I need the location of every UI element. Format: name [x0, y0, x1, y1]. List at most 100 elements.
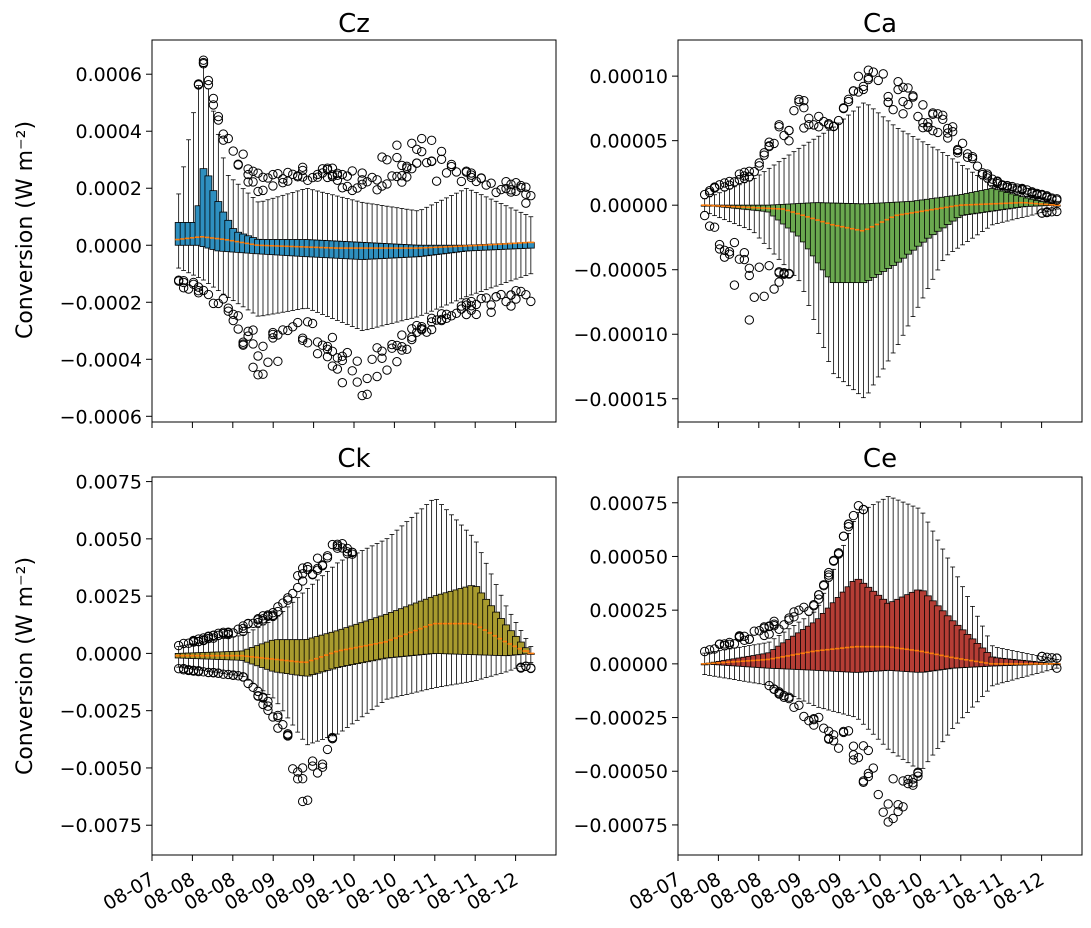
- box: [903, 83, 913, 327]
- panel-title: Ce: [863, 444, 897, 474]
- flier: [516, 180, 526, 191]
- flier: [744, 315, 755, 325]
- flier: [804, 119, 814, 130]
- box: [709, 182, 720, 232]
- flier: [947, 122, 958, 132]
- flier: [248, 339, 258, 349]
- flier: [327, 163, 338, 173]
- flier: [397, 171, 407, 181]
- flier: [258, 369, 268, 379]
- flier: [258, 611, 268, 621]
- box: [362, 177, 372, 400]
- box: [317, 560, 328, 772]
- box: [749, 167, 759, 302]
- flier: [431, 315, 442, 325]
- y-tick-label: 0.0050: [76, 529, 142, 551]
- box: [978, 625, 987, 697]
- box: [1042, 191, 1052, 218]
- flier: [848, 755, 859, 765]
- flier: [471, 309, 481, 320]
- y-tick-label: 0.00075: [589, 493, 668, 515]
- flier: [506, 187, 516, 197]
- flier: [972, 161, 983, 171]
- flier: [714, 244, 725, 254]
- flier: [774, 122, 784, 132]
- flier: [387, 343, 397, 353]
- box: [263, 173, 273, 367]
- flier: [332, 364, 343, 374]
- flier: [486, 307, 496, 317]
- axes-frame: [677, 39, 1083, 423]
- flier: [307, 756, 318, 766]
- flier: [516, 286, 526, 297]
- flier: [774, 120, 784, 130]
- flier: [426, 324, 437, 335]
- flier: [729, 280, 740, 290]
- flier: [883, 817, 893, 827]
- flier: [1037, 189, 1047, 200]
- flier: [749, 167, 759, 177]
- flier: [957, 138, 968, 149]
- flier: [253, 370, 263, 380]
- flier: [923, 117, 933, 128]
- y-tick-label: −0.0050: [60, 758, 142, 780]
- y-tick-label: −0.00005: [574, 260, 669, 282]
- flier: [178, 283, 189, 293]
- box: [774, 120, 784, 287]
- flier: [898, 82, 908, 93]
- box: [898, 82, 908, 336]
- flier: [843, 94, 854, 104]
- flier: [764, 137, 774, 147]
- flier: [779, 268, 789, 279]
- box: [481, 180, 491, 303]
- flier: [327, 361, 338, 371]
- flier: [799, 95, 809, 106]
- panel-title: Ck: [337, 444, 370, 474]
- flier: [208, 633, 219, 643]
- flier: [719, 639, 730, 649]
- flier: [218, 294, 229, 304]
- flier: [739, 254, 750, 265]
- flier: [382, 365, 392, 375]
- flier: [779, 620, 789, 630]
- flier: [992, 178, 1003, 189]
- flier: [302, 175, 313, 186]
- flier: [258, 172, 268, 182]
- flier: [481, 293, 491, 303]
- flier: [397, 345, 407, 355]
- flier: [759, 150, 769, 160]
- flier: [283, 595, 293, 605]
- flier: [903, 83, 913, 93]
- flier: [258, 185, 268, 196]
- flier: [372, 343, 382, 353]
- box: [779, 130, 789, 279]
- box: [213, 111, 224, 309]
- box: [516, 630, 526, 673]
- flier: [878, 807, 888, 817]
- flier: [908, 780, 918, 790]
- y-tick-label: −0.0004: [60, 349, 142, 371]
- flier: [491, 292, 501, 302]
- flier: [868, 763, 879, 773]
- flier: [858, 84, 869, 95]
- flier: [263, 357, 273, 367]
- flier: [347, 185, 357, 196]
- flier: [208, 298, 219, 309]
- box: [709, 644, 720, 677]
- flier: [456, 176, 467, 187]
- y-tick-label: 0.0025: [76, 586, 142, 608]
- flier: [278, 719, 288, 730]
- panel-title: Ca: [863, 9, 897, 39]
- panel-ca: Ca −0.00015 −0.00010 −0.00005 0.00000 0.0000…: [574, 9, 1083, 428]
- flier: [347, 166, 357, 176]
- flier: [426, 313, 437, 324]
- box: [417, 133, 427, 335]
- flier: [819, 723, 829, 733]
- box: [933, 109, 943, 271]
- flier: [203, 75, 214, 86]
- flier: [283, 593, 293, 603]
- box: [332, 539, 343, 735]
- flier: [789, 612, 799, 622]
- plot-area: −0.0075 −0.0050 −0.0025 0.0000 0.0025 0.0050 0…: [60, 472, 536, 915]
- box: [213, 628, 224, 679]
